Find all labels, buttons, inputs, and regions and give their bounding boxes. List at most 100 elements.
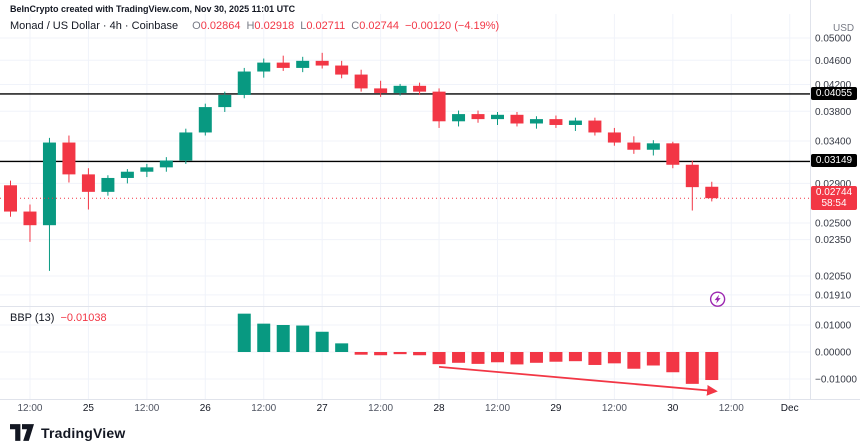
bbp-bar[interactable] [276, 325, 290, 352]
bbp-bar[interactable] [237, 313, 251, 352]
price-level-lines[interactable] [0, 93, 810, 163]
ohlc-low-label: L [300, 20, 307, 32]
candle[interactable] [62, 135, 76, 183]
candle[interactable] [140, 163, 154, 178]
candle[interactable] [335, 60, 349, 79]
candle[interactable] [491, 111, 504, 125]
ohlc-high-value: 0.02918 [254, 20, 295, 32]
svg-text:27: 27 [317, 403, 329, 414]
bbp-bar[interactable] [666, 352, 680, 373]
candle[interactable] [393, 83, 407, 96]
bbp-bar[interactable] [315, 331, 329, 352]
bbp-bar[interactable] [568, 352, 582, 362]
bbp-bar[interactable] [588, 352, 602, 365]
bbp-bar[interactable] [491, 352, 504, 363]
svg-text:−0.01000: −0.01000 [815, 375, 857, 386]
candle[interactable] [510, 111, 524, 127]
candle[interactable] [452, 110, 466, 127]
candle[interactable] [315, 52, 329, 69]
candle[interactable] [374, 80, 388, 97]
candle[interactable] [198, 103, 212, 136]
indicator-legend: BBP (13) −0.01038 [10, 312, 107, 324]
bbp-bar[interactable] [432, 352, 446, 365]
bbp-bar[interactable] [685, 352, 699, 384]
bbp-bar[interactable] [549, 352, 563, 362]
bbp-bar[interactable] [452, 352, 466, 363]
candle[interactable] [705, 181, 719, 202]
vertical-grid [29, 14, 791, 399]
bbp-bar[interactable] [354, 352, 368, 355]
candle[interactable] [4, 180, 17, 217]
symbol-title[interactable]: Monad / US Dollar · 4h · Coinbase [10, 20, 179, 32]
tradingview-logo[interactable] [10, 424, 34, 441]
bbp-bar[interactable] [627, 352, 641, 369]
svg-text:12:00: 12:00 [17, 403, 42, 414]
candle[interactable] [218, 91, 232, 112]
candle[interactable] [296, 56, 310, 73]
bbp-histogram [237, 313, 719, 384]
candle[interactable] [42, 137, 56, 271]
candle[interactable] [607, 127, 621, 146]
bbp-bar[interactable] [646, 352, 660, 366]
bbp-bar[interactable] [607, 352, 621, 364]
last-price-value: 0.02744 [815, 187, 853, 199]
bbp-bar[interactable] [510, 352, 524, 365]
candle[interactable] [101, 175, 115, 196]
candle[interactable] [120, 169, 134, 184]
candle[interactable] [413, 82, 427, 95]
candle[interactable] [568, 117, 582, 131]
candle[interactable] [549, 115, 563, 128]
bbp-bar[interactable] [296, 325, 310, 352]
candles-layer [4, 52, 719, 271]
bbp-bar[interactable] [413, 352, 427, 356]
price-level-label: 0.04055 [811, 86, 857, 100]
bbp-bar[interactable] [705, 352, 719, 381]
price-level-label: 0.03149 [811, 154, 857, 168]
candle[interactable] [685, 160, 699, 211]
candle[interactable] [471, 110, 485, 123]
bbp-bar[interactable] [529, 352, 543, 363]
price-axis-ticks[interactable]: 0.05000 0.04600 0.04200 0.03800 0.03400 0.029… [815, 34, 857, 386]
bbp-bar[interactable] [471, 352, 485, 364]
currency-label: USD [833, 23, 855, 34]
candle[interactable] [179, 128, 193, 164]
time-axis-labels[interactable]: 12:00 25 12:00 26 12:00 27 12:00 28 12:00 29 12:00… [17, 403, 798, 414]
indicator-name[interactable]: BBP (13) [10, 312, 55, 324]
bar-countdown: 58:54 [821, 198, 847, 210]
ohlc-close-value: 0.02744 [359, 20, 399, 32]
candle[interactable] [666, 141, 680, 169]
flash-icon[interactable] [709, 291, 726, 307]
bbp-bar[interactable] [257, 323, 271, 352]
footer-bar: TradingView [0, 418, 860, 447]
candle[interactable] [257, 58, 271, 78]
candle[interactable] [23, 204, 37, 242]
bbp-bar[interactable] [393, 352, 407, 355]
trend-arrow[interactable] [438, 365, 718, 396]
candle[interactable] [159, 157, 173, 172]
tradingview-wordmark[interactable]: TradingView [41, 424, 126, 441]
candle[interactable] [237, 67, 251, 99]
svg-text:0.00000: 0.00000 [815, 348, 852, 359]
symbol-legend: Monad / US Dollar · 4h · Coinbase O0.0286… [10, 20, 499, 32]
svg-text:0.02350: 0.02350 [815, 235, 852, 246]
bbp-bar[interactable] [374, 352, 388, 356]
svg-text:12:00: 12:00 [602, 403, 627, 414]
candle[interactable] [646, 140, 660, 156]
candle[interactable] [627, 136, 641, 154]
ohlc-open-label: O [192, 20, 201, 32]
svg-text:0.01000: 0.01000 [815, 321, 852, 332]
candle[interactable] [588, 117, 602, 136]
svg-text:12:00: 12:00 [368, 403, 393, 414]
candle[interactable] [276, 55, 290, 71]
candle[interactable] [81, 168, 95, 210]
svg-text:28: 28 [433, 403, 445, 414]
bbp-bar[interactable] [335, 343, 349, 352]
ohlc-change: −0.00120 (−4.19%) [404, 20, 500, 32]
candle[interactable] [354, 69, 368, 92]
svg-text:0.01910: 0.01910 [815, 290, 852, 301]
svg-text:12:00: 12:00 [485, 403, 510, 414]
candle[interactable] [432, 88, 446, 128]
candle[interactable] [529, 116, 543, 129]
